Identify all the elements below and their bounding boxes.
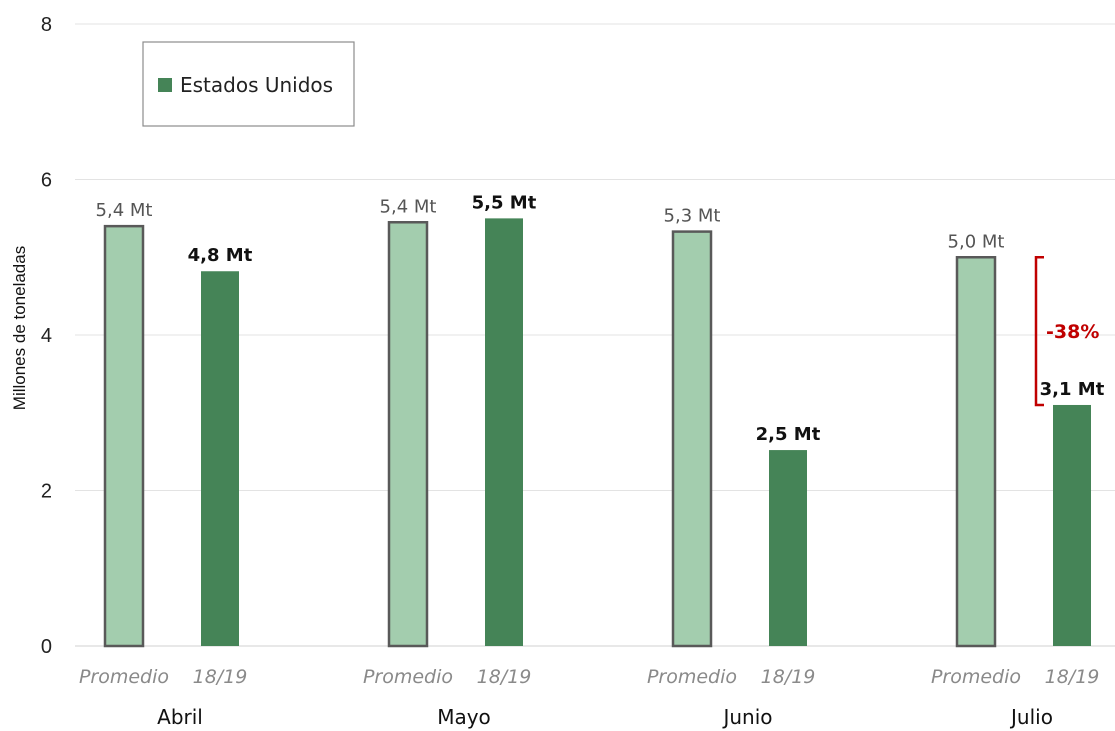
y-tick-label: 0 [41,636,52,658]
data-label: 5,0 Mt [948,231,1005,252]
bar-current-julio [1053,404,1091,646]
y-axis-label: Millones de toneladas [10,246,29,410]
x-axis-labels: Promedio 18/19 Abril Promedio 18/19 Mayo Prome… [79,666,1099,729]
bar-promedio-mayo [387,221,429,648]
bar-promedio-julio [955,256,997,648]
data-label: 2,5 Mt [756,424,821,445]
sub-category-label: Promedio [647,666,737,688]
legend: Estados Unidos [142,41,355,127]
y-axis-ticks: 0 2 4 6 8 [41,14,52,658]
y-tick-label: 4 [41,325,52,347]
sub-category-label: 18/19 [193,666,248,688]
sub-category-label: 18/19 [477,666,532,688]
y-tick-label: 2 [41,481,52,503]
category-label: Junio [721,705,772,729]
bar-promedio-abril [103,224,145,648]
data-label: 5,4 Mt [96,200,153,221]
bar-current-mayo [485,218,523,646]
sub-category-label: Promedio [79,666,169,688]
bars: 5,4 Mt 4,8 Mt 5,4 Mt 5,5 Mt 5,3 Mt 2,5 Mt 5,0 … [96,192,1105,648]
category-label: Julio [1009,705,1053,729]
category-label: Mayo [437,705,491,729]
sub-category-label: 18/19 [1045,666,1100,688]
data-label: 3,1 Mt [1040,379,1105,400]
data-label: 5,3 Mt [664,206,721,227]
data-label: 5,5 Mt [472,192,537,213]
y-tick-label: 6 [41,170,52,192]
legend-swatch [158,78,172,92]
legend-label: Estados Unidos [180,73,333,97]
category-label: Abril [157,705,203,729]
sub-category-label: 18/19 [761,666,816,688]
legend-box [142,41,355,127]
bar-current-junio [769,450,807,646]
bar-promedio-junio [671,230,713,648]
annotation-bracket [1034,256,1044,407]
bar-current-abril [201,271,239,646]
annotation-label: -38% [1046,321,1099,343]
data-label: 4,8 Mt [188,245,253,266]
gridlines [75,23,1115,647]
sub-category-label: Promedio [931,666,1021,688]
annotations: -38% [1034,256,1099,407]
data-label: 5,4 Mt [380,196,437,217]
y-tick-label: 8 [41,14,52,36]
sub-category-label: Promedio [363,666,453,688]
